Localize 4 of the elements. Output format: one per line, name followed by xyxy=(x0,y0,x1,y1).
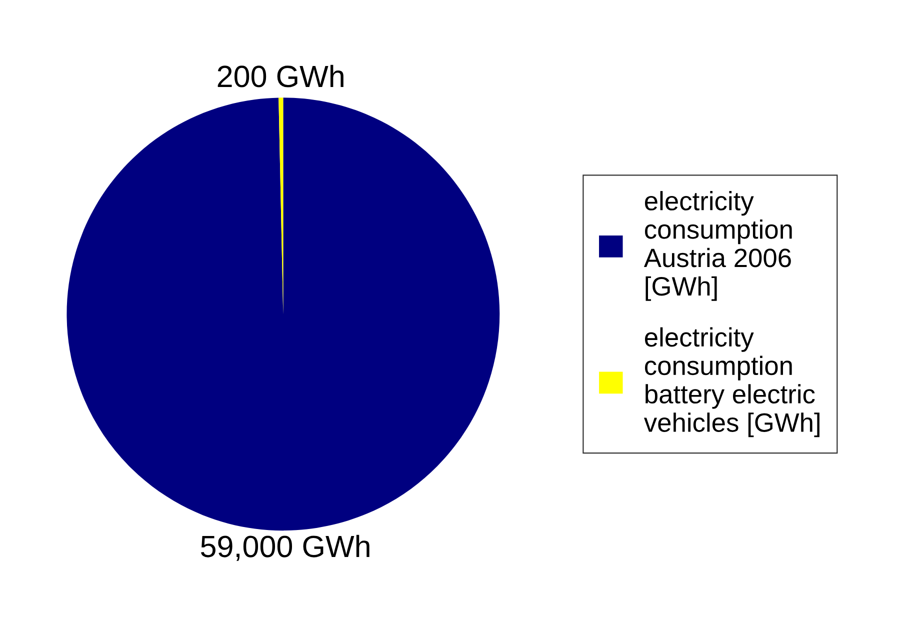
legend-label: electricity consumption Austria 2006 [GWh] xyxy=(644,191,792,301)
data-label: 59,000 GWh xyxy=(200,534,370,561)
legend-label: electricity consumption battery electric vehicles [GWh] xyxy=(644,327,820,438)
data-label: 200 GWh xyxy=(218,64,344,88)
